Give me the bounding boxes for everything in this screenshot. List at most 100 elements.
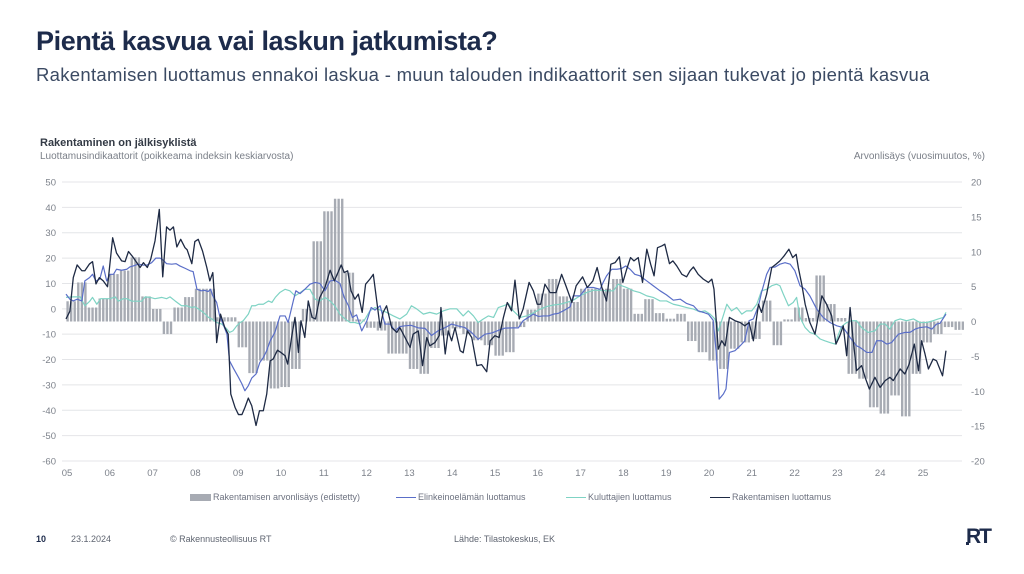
bar-mark xyxy=(412,321,415,369)
bar-mark xyxy=(423,321,426,374)
bar-mark xyxy=(180,307,183,322)
bar-mark xyxy=(572,301,576,322)
bar-mark xyxy=(159,308,162,322)
bar-mark xyxy=(918,321,922,374)
bar-mark xyxy=(105,298,108,322)
bar-mark xyxy=(330,211,333,322)
bar-mark xyxy=(426,321,429,374)
bar-mark xyxy=(736,321,740,349)
y-left-tick-label: -50 xyxy=(42,431,56,442)
bar-mark xyxy=(144,296,148,322)
bar-mark xyxy=(387,321,390,354)
bar-mark xyxy=(558,296,561,322)
line-series-group xyxy=(65,208,947,427)
bar-mark xyxy=(672,318,676,322)
y-right-tick-label: -20 xyxy=(971,457,985,468)
bar-mark xyxy=(597,288,601,322)
slide-date: 23.1.2024 xyxy=(71,534,112,544)
bar-mark xyxy=(908,321,911,417)
bar-mark xyxy=(291,321,294,369)
x-tick-label: 22 xyxy=(789,468,800,479)
bar-mark xyxy=(376,321,380,331)
bar-mark xyxy=(201,288,205,322)
bar-mark xyxy=(77,282,80,322)
line-kuluttajien-luottamus xyxy=(65,283,947,345)
bar-mark xyxy=(494,321,497,356)
bar-mark xyxy=(786,319,790,322)
bar-mark xyxy=(137,257,141,322)
bar-mark xyxy=(772,321,775,346)
bar-mark xyxy=(622,288,626,322)
y-right-tick-label: 15 xyxy=(971,212,982,223)
y-right-tick-label: 20 xyxy=(971,178,982,189)
bar-mark xyxy=(604,288,608,322)
bar-mark xyxy=(308,308,312,322)
bar-mark xyxy=(833,304,836,322)
x-tick-label: 09 xyxy=(233,468,244,479)
x-tick-label: 15 xyxy=(490,468,501,479)
y-left-tick-label: -10 xyxy=(42,330,56,341)
bar-mark xyxy=(515,321,519,328)
x-tick-label: 18 xyxy=(618,468,629,479)
bar-mark xyxy=(776,321,779,346)
bar-mark xyxy=(312,241,315,322)
bar-mark xyxy=(590,288,594,322)
bar-mark xyxy=(651,299,654,322)
bar-mark xyxy=(166,321,169,335)
x-tick-label: 05 xyxy=(62,468,73,479)
bar-mark xyxy=(744,321,747,343)
bar-mark xyxy=(943,321,947,328)
bar-mark xyxy=(280,321,283,388)
y-right-tick-label: -15 xyxy=(971,422,985,433)
bar-mark xyxy=(790,319,793,322)
bar-mark xyxy=(134,257,137,322)
bar-mark xyxy=(152,308,155,322)
bar-mark xyxy=(473,321,476,341)
bar-mark xyxy=(80,282,84,322)
bar-mark xyxy=(259,321,262,361)
bar-mark xyxy=(761,300,765,322)
bar-mark xyxy=(851,321,854,374)
bar-mark xyxy=(879,321,882,414)
bar-mark xyxy=(843,318,847,322)
bar-mark xyxy=(87,307,91,322)
bar-mark xyxy=(344,272,347,322)
bar-mark xyxy=(897,321,900,396)
slide-footer: 10 23.1.2024 © Rakennusteollisuus RT Läh… xyxy=(0,534,1024,550)
chart-title: Rakentaminen on jälkisyklistä xyxy=(40,137,197,149)
bar-mark xyxy=(398,321,401,354)
bar-mark xyxy=(722,321,726,369)
legend-bar-swatch xyxy=(190,493,211,501)
bar-mark xyxy=(266,321,269,361)
bar-mark xyxy=(148,296,151,322)
page-number: 10 xyxy=(36,534,47,544)
bar-mark xyxy=(141,296,144,322)
bar-mark xyxy=(348,272,351,322)
bar-mark xyxy=(958,321,961,330)
bar-mark xyxy=(84,282,87,322)
bar-mark xyxy=(102,298,105,322)
bar-mark xyxy=(662,313,665,322)
bar-mark xyxy=(241,321,244,348)
bar-mark xyxy=(633,313,636,322)
bar-mark xyxy=(205,288,208,322)
bar-mark xyxy=(922,321,925,343)
bar-mark xyxy=(854,321,857,374)
bar-mark xyxy=(687,321,690,342)
bar-mark xyxy=(98,298,101,322)
bar-mark xyxy=(323,211,326,322)
bar-mark xyxy=(465,321,469,335)
bar-mark xyxy=(697,321,701,353)
y-left-tick-label: 50 xyxy=(45,178,56,189)
bar-mark xyxy=(212,288,215,322)
bar-mark xyxy=(587,288,590,322)
copyright: © Rakennusteollisuus RT xyxy=(170,534,272,544)
bar-mark xyxy=(94,307,98,322)
bar-mark xyxy=(301,308,305,322)
y-left-tick-label: -30 xyxy=(42,380,56,391)
bar-mark xyxy=(815,275,818,322)
bar-mark xyxy=(876,321,879,408)
bar-mark xyxy=(369,321,372,328)
bar-mark xyxy=(316,241,319,322)
bar-mark xyxy=(669,318,672,322)
